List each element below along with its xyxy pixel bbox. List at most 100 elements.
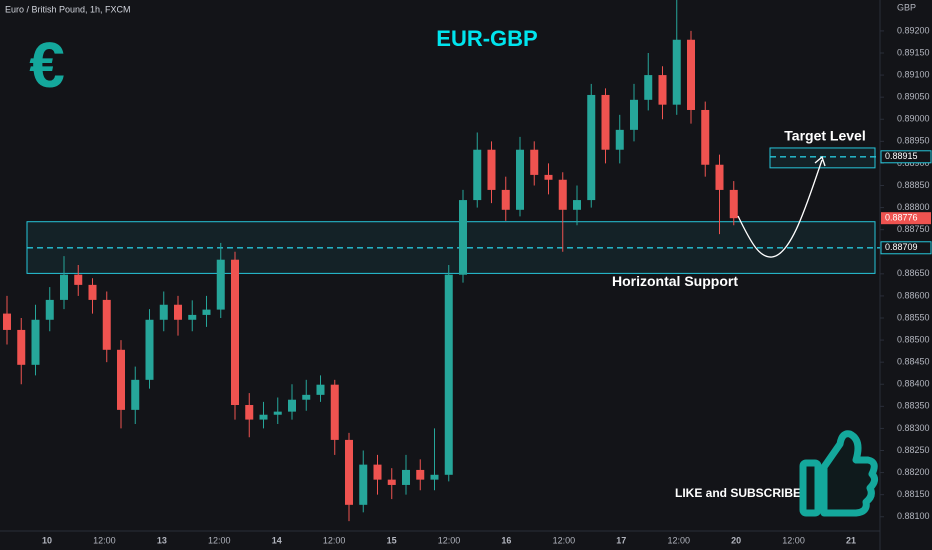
candle-body xyxy=(687,39,695,110)
candle-body xyxy=(444,274,453,475)
y-tick-label: 0.89050 xyxy=(897,92,930,102)
candle-body xyxy=(17,329,26,365)
candle-body xyxy=(145,319,154,380)
candle-body xyxy=(587,94,596,201)
candle-body xyxy=(245,405,254,420)
y-tick-label: 0.88300 xyxy=(897,423,930,433)
candle-body xyxy=(188,314,197,320)
candle-body xyxy=(701,109,710,165)
x-tick-label: 20 xyxy=(731,535,741,545)
target-label: Target Level xyxy=(784,128,865,144)
x-tick-label: 12:00 xyxy=(208,535,231,545)
y-tick-label: 0.88850 xyxy=(897,180,930,190)
y-tick-label: 0.88350 xyxy=(897,401,930,411)
candle-body xyxy=(630,99,638,130)
x-tick-label: 16 xyxy=(501,535,511,545)
candle-body xyxy=(345,439,353,505)
y-tick-label: 0.88450 xyxy=(897,357,930,367)
candle-body xyxy=(174,304,182,320)
candle-body xyxy=(159,304,168,320)
candle-body xyxy=(459,200,467,275)
y-tick-label: 0.88250 xyxy=(897,445,930,455)
candle-body xyxy=(259,414,268,420)
candle-body xyxy=(31,319,40,365)
call-to-action: LIKE and SUBSCRIBE xyxy=(675,486,801,500)
candle-body xyxy=(516,149,524,210)
candle-body xyxy=(473,149,482,201)
candle-body xyxy=(387,479,396,485)
y-tick-label: 0.88100 xyxy=(897,511,930,521)
candle-body xyxy=(273,411,282,415)
candle-body xyxy=(131,379,140,410)
thumbs-up-icon xyxy=(799,430,879,517)
x-tick-label: 10 xyxy=(42,535,52,545)
candle-body xyxy=(288,399,296,412)
candle-body xyxy=(644,75,653,100)
candle-body xyxy=(487,149,496,190)
candle-body xyxy=(729,189,738,219)
candle-body xyxy=(544,174,553,180)
candle-body xyxy=(558,179,567,210)
thumb-hand xyxy=(820,430,879,517)
y-tick-label: 0.88750 xyxy=(897,224,930,234)
target-price-tag xyxy=(880,150,932,164)
y-tick-label: 0.88400 xyxy=(897,379,930,389)
candle-body xyxy=(302,394,311,400)
y-tick-label: 0.88950 xyxy=(897,136,930,146)
candle-body xyxy=(530,149,539,175)
y-tick-label: 0.89100 xyxy=(897,69,930,79)
thumb-cuff xyxy=(799,459,822,517)
x-tick-label: 14 xyxy=(272,535,282,545)
candle-body xyxy=(216,259,225,310)
chart-title: EUR-GBP xyxy=(436,26,537,51)
candle-body xyxy=(615,129,624,150)
x-tick-label: 12:00 xyxy=(438,535,461,545)
candle-body xyxy=(231,259,239,406)
candle-body xyxy=(330,384,339,440)
last-price-label: 0.88776 xyxy=(885,213,918,223)
candle-body xyxy=(359,464,368,505)
x-tick-label: 13 xyxy=(157,535,167,545)
x-tick-label: 12:00 xyxy=(553,535,576,545)
candle-body xyxy=(3,313,11,330)
y-tick-label: 0.88150 xyxy=(897,489,930,499)
x-tick-label: 15 xyxy=(387,535,397,545)
candle-body xyxy=(60,274,68,300)
candle-body xyxy=(658,75,667,105)
x-tick-label: 12:00 xyxy=(667,535,690,545)
x-tick-label: 12:00 xyxy=(782,535,805,545)
projection-arrow xyxy=(737,159,823,258)
x-tick-label: 21 xyxy=(846,535,856,545)
candle-body xyxy=(373,464,382,480)
candle-body xyxy=(672,39,681,105)
y-tick-label: 0.89200 xyxy=(897,25,930,35)
support-price-label: 0.88709 xyxy=(885,242,918,252)
support-label: Horizontal Support xyxy=(612,273,738,289)
candle-body xyxy=(316,384,325,395)
candle-body xyxy=(117,349,125,410)
x-tick-label: 12:00 xyxy=(323,535,346,545)
candle-body xyxy=(202,309,211,315)
y-tick-label: 0.88500 xyxy=(897,334,930,344)
candle-body xyxy=(715,164,724,190)
y-tick-label: 0.88800 xyxy=(897,202,930,212)
y-tick-label: 0.89000 xyxy=(897,114,930,124)
last-price-tag xyxy=(881,212,931,225)
candle-body xyxy=(45,299,54,320)
candle-body xyxy=(573,200,581,210)
support-price-tag xyxy=(880,241,932,255)
x-tick-label: 17 xyxy=(616,535,626,545)
x-tick-label: 12:00 xyxy=(93,535,116,545)
candle-body xyxy=(601,94,610,150)
symbol-label: Euro / British Pound, 1h, FXCM xyxy=(5,4,131,14)
currency-label: GBP xyxy=(897,2,916,12)
y-tick-label: 0.88550 xyxy=(897,312,930,322)
candle-body xyxy=(430,474,439,480)
target-price-label: 0.88915 xyxy=(885,151,918,161)
euro-logo: € xyxy=(29,29,65,101)
candle-body xyxy=(416,469,425,480)
y-tick-label: 0.88650 xyxy=(897,268,930,278)
y-tick-label: 0.88200 xyxy=(897,467,930,477)
